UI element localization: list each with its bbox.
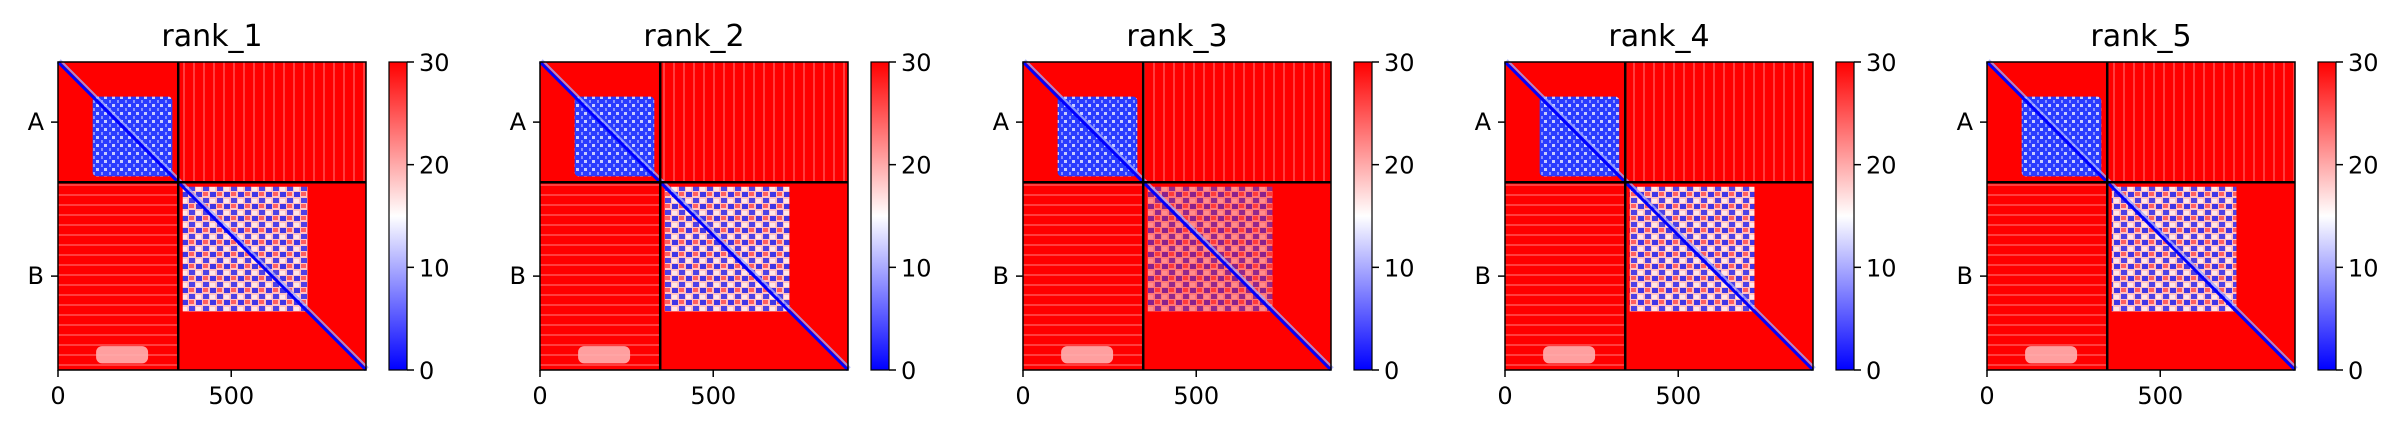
x-tick-label: 500 <box>690 382 736 410</box>
pae-panel-4: rank_4 A B 0 500 0 10 20 30 <box>1475 19 1897 410</box>
x-tick-label: 0 <box>532 382 547 410</box>
colorbar-tick-label: 0 <box>1384 357 1399 385</box>
colorbar <box>1835 61 1855 371</box>
panel-title: rank_1 <box>161 19 262 54</box>
colorbar-tick-label: 20 <box>2348 152 2379 180</box>
interchain-region-ab <box>1625 62 1813 183</box>
diagonal-line <box>1985 60 2297 372</box>
colorbar-tick-label: 30 <box>1866 49 1897 77</box>
diagonal-line <box>1021 60 1333 372</box>
plot-frame <box>57 61 367 371</box>
colorbar-tick-label: 10 <box>2348 254 2379 282</box>
x-tick-label: 500 <box>1173 382 1219 410</box>
interchain-contact-blob <box>96 346 149 364</box>
diagonal-halo <box>1506 59 1816 369</box>
chain-label-a: A <box>510 108 527 136</box>
x-tick-label: 0 <box>1979 382 1994 410</box>
colorbar-tick-label: 30 <box>419 49 450 77</box>
interchain-region-ba <box>1987 182 2108 370</box>
diagonal-line <box>56 60 368 372</box>
pae-panel-1: rank_1 A B 0 500 0 10 20 30 <box>28 19 450 410</box>
colorbar <box>388 61 408 371</box>
diagonal-halo <box>541 59 851 369</box>
x-tick-label: 500 <box>2137 382 2183 410</box>
interchain-contact-blob <box>1061 346 1114 364</box>
colorbar-tick-label: 20 <box>1384 152 1415 180</box>
diagonal-halo <box>1988 59 2298 369</box>
colorbar-tick-label: 0 <box>419 357 434 385</box>
chain-label-b: B <box>993 262 1009 290</box>
chain-label-b: B <box>1957 262 1973 290</box>
plot-frame <box>1504 61 1814 371</box>
colorbar-tick-label: 30 <box>2348 49 2379 77</box>
pae-panel-2: rank_2 A B 0 500 0 10 20 30 <box>510 19 932 410</box>
chain-label-b: B <box>510 262 526 290</box>
interchain-contact-blob <box>1543 346 1596 364</box>
interchain-contact-blob <box>578 346 631 364</box>
interchain-region-ab <box>660 62 848 183</box>
interchain-region-ab <box>1143 62 1331 183</box>
interchain-region-ba <box>540 182 661 370</box>
colorbar-tick-label: 20 <box>1866 152 1897 180</box>
colorbar-tick-label: 30 <box>901 49 932 77</box>
x-tick-label: 500 <box>1655 382 1701 410</box>
interchain-region-ab <box>2107 62 2295 183</box>
chain-label-b: B <box>28 262 44 290</box>
plot-frame <box>539 61 849 371</box>
colorbar-tick-label: 30 <box>1384 49 1415 77</box>
x-tick-label: 0 <box>1497 382 1512 410</box>
pae-panel-3: rank_3 A B 0 500 0 10 20 30 <box>993 19 1415 410</box>
x-tick-label: 0 <box>50 382 65 410</box>
colorbar-tick-label: 20 <box>419 152 450 180</box>
x-tick-label: 0 <box>1015 382 1030 410</box>
diagonal-line <box>538 60 850 372</box>
x-tick-label: 500 <box>208 382 254 410</box>
colorbar <box>870 61 890 371</box>
chain-label-a: A <box>993 108 1010 136</box>
interchain-region-ba <box>1023 182 1144 370</box>
colorbar-tick-label: 10 <box>419 254 450 282</box>
panel-title: rank_4 <box>1608 19 1709 54</box>
plot-frame <box>1022 61 1332 371</box>
panel-title: rank_2 <box>643 19 744 54</box>
chain-label-a: A <box>28 108 45 136</box>
diagonal-line <box>1503 60 1815 372</box>
diagonal-halo <box>1024 59 1334 369</box>
colorbar-tick-label: 0 <box>2348 357 2363 385</box>
pae-panel-5: rank_5 A B 0 500 0 10 20 30 <box>1957 19 2379 410</box>
interchain-region-ba <box>1505 182 1626 370</box>
colorbar-tick-label: 10 <box>901 254 932 282</box>
colorbar-tick-label: 0 <box>901 357 916 385</box>
colorbar <box>2317 61 2337 371</box>
colorbar-tick-label: 10 <box>1384 254 1415 282</box>
chain-label-a: A <box>1475 108 1492 136</box>
panel-title: rank_3 <box>1126 19 1227 54</box>
plot-frame <box>1986 61 2296 371</box>
interchain-contact-blob <box>2025 346 2078 364</box>
panel-title: rank_5 <box>2090 19 2191 54</box>
colorbar-tick-label: 0 <box>1866 357 1881 385</box>
colorbar-tick-label: 10 <box>1866 254 1897 282</box>
colorbar <box>1353 61 1373 371</box>
chain-label-a: A <box>1957 108 1974 136</box>
chain-label-b: B <box>1475 262 1491 290</box>
interchain-region-ba <box>58 182 179 370</box>
diagonal-halo <box>59 59 369 369</box>
interchain-region-ab <box>178 62 366 183</box>
colorbar-tick-label: 20 <box>901 152 932 180</box>
